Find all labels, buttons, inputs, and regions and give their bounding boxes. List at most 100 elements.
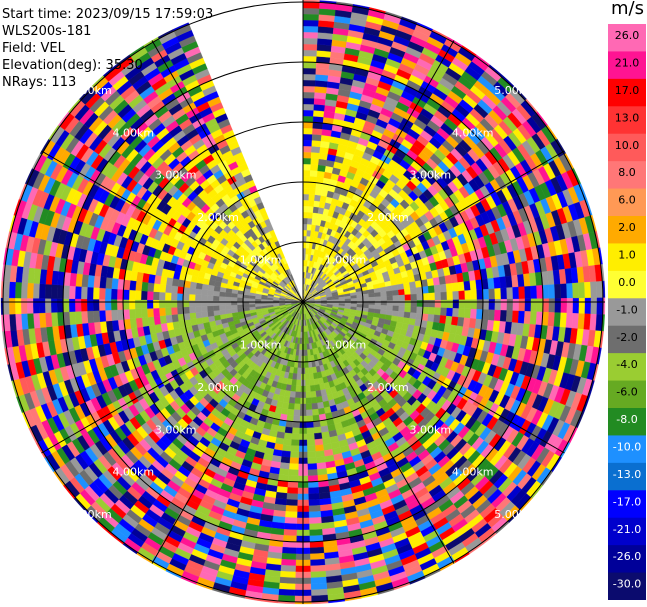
velocity-cell [554, 283, 562, 299]
velocity-cell [583, 313, 591, 331]
velocity-cell [304, 355, 309, 363]
velocity-cell [398, 300, 406, 307]
velocity-cell [433, 284, 441, 293]
velocity-cell [306, 439, 316, 447]
velocity-cell [548, 298, 556, 313]
velocity-cell [212, 295, 220, 301]
velocity-cell [196, 317, 204, 325]
velocity-cell [14, 281, 22, 299]
velocity-cell [404, 306, 412, 313]
velocity-cell [410, 293, 418, 301]
velocity-cell [310, 158, 320, 166]
velocity-cell [326, 299, 334, 302]
velocity-cell [302, 151, 312, 159]
velocity-cell [62, 298, 70, 313]
velocity-cell [392, 289, 399, 296]
velocity-cell [391, 284, 399, 291]
velocity-cell [368, 292, 375, 298]
velocity-cell [506, 298, 514, 311]
velocity-cell [281, 552, 297, 561]
velocity-cell [302, 25, 319, 33]
velocity-cell [428, 300, 436, 308]
velocity-cell [302, 211, 309, 219]
velocity-cell [434, 299, 442, 308]
velocity-cell [311, 140, 322, 148]
velocity-cell [403, 282, 411, 290]
velocity-cell [292, 421, 300, 429]
velocity-cell [566, 298, 574, 314]
velocity-cell [409, 312, 417, 320]
velocity-cell [140, 299, 148, 309]
velocity-cell [398, 289, 405, 296]
velocity-cell [280, 564, 296, 573]
velocity-cell [129, 308, 136, 320]
velocity-cell [315, 68, 330, 76]
velocity-cell [307, 475, 319, 483]
velocity-cell [452, 299, 460, 309]
velocity-cell [315, 450, 325, 458]
velocity-cell [433, 314, 441, 324]
velocity-cell [295, 385, 301, 393]
velocity-cell [104, 299, 112, 311]
velocity-cell [458, 299, 466, 309]
velocity-cell [458, 308, 466, 318]
velocity-cell [309, 182, 317, 189]
velocity-cell [398, 305, 406, 313]
velocity-cell [529, 311, 537, 325]
velocity-cell [463, 280, 471, 291]
velocity-cell [286, 487, 298, 495]
velocity-cell [81, 310, 89, 324]
velocity-cell [547, 312, 555, 327]
velocity-cell [439, 315, 447, 325]
velocity-cell [302, 157, 312, 165]
velocity-cell [392, 300, 400, 307]
velocity-cell [212, 305, 220, 311]
velocity-cell [488, 288, 496, 300]
velocity-cell [99, 310, 107, 322]
velocity-cell [122, 289, 130, 300]
velocity-cell [87, 310, 95, 324]
velocity-cell [445, 283, 453, 293]
velocity-cell [311, 146, 321, 154]
velocity-cell [590, 281, 598, 299]
velocity-cell [200, 294, 208, 301]
velocity-cell [306, 421, 314, 429]
velocity-cell [105, 309, 113, 322]
velocity-cell [158, 291, 166, 301]
velocity-cell [176, 300, 184, 308]
velocity-cell [493, 309, 501, 322]
velocity-cell [9, 313, 17, 331]
velocity-cell [39, 312, 47, 328]
velocity-cell [565, 312, 573, 329]
velocity-cell [45, 312, 53, 328]
velocity-cell [302, 85, 316, 93]
velocity-cell [128, 289, 136, 300]
velocity-cell [33, 312, 41, 329]
velocity-cell [380, 291, 387, 297]
velocity-cell [530, 285, 538, 299]
velocity-cell [44, 283, 52, 299]
velocity-cell [304, 373, 310, 381]
velocity-cell [464, 290, 472, 300]
velocity-cell [446, 291, 454, 301]
velocity-cell [511, 310, 519, 324]
velocity-cell [313, 104, 326, 112]
velocity-cell [386, 300, 394, 306]
velocity-cell [302, 13, 320, 21]
velocity-cell [21, 313, 29, 330]
velocity-cell [302, 229, 308, 237]
velocity-cell [314, 188, 323, 196]
velocity-cell [457, 281, 465, 292]
velocity-cell [512, 298, 520, 312]
velocity-cell [201, 311, 209, 318]
velocity-cell [284, 517, 298, 525]
velocity-cell [332, 299, 340, 302]
velocity-cell [171, 314, 179, 323]
velocity-cell [200, 300, 208, 307]
velocity-cell [494, 299, 502, 311]
velocity-cell [98, 287, 106, 300]
velocity-cell [92, 298, 100, 311]
velocity-cell [189, 312, 197, 320]
velocity-cell [404, 294, 412, 301]
velocity-cell [302, 73, 316, 81]
